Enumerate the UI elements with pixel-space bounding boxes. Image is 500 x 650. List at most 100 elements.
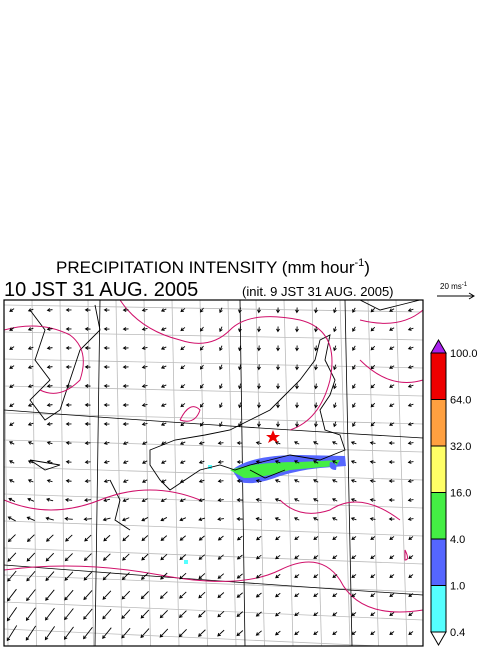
wind-arrow: [275, 592, 281, 598]
wind-arrow: [407, 441, 414, 445]
wind-arrow: [293, 517, 300, 521]
wind-arrow: [295, 326, 299, 333]
wind-arrow: [26, 552, 36, 562]
wind-arrow: [27, 497, 35, 502]
wind-arrow: [103, 553, 111, 561]
wind-arrow: [276, 326, 280, 333]
wind-arrow: [46, 460, 53, 464]
colorbar-segment: [430, 352, 447, 400]
wind-arrow: [294, 631, 300, 636]
wind-arrow: [198, 441, 205, 445]
wind-arrow: [370, 555, 376, 560]
wind-arrow: [276, 402, 280, 409]
grid-line: [4, 300, 9, 646]
wind-arrow: [238, 364, 242, 371]
wind-arrow: [160, 517, 168, 522]
wind-arrow: [84, 460, 91, 464]
wind-arrow: [331, 479, 338, 483]
wind-arrow: [333, 307, 337, 314]
wind-arrow: [217, 629, 225, 637]
wind-arrow: [65, 384, 72, 388]
wind-arrow: [389, 631, 395, 636]
wind-arrow: [141, 572, 149, 580]
wind-arrow: [236, 460, 243, 464]
wind-arrow: [370, 307, 376, 313]
wind-arrow: [103, 308, 110, 312]
wind-arrow: [122, 498, 129, 503]
wind-arrow: [238, 326, 242, 333]
wind-arrow: [255, 517, 262, 521]
wind-arrow: [295, 364, 299, 371]
grid-line: [227, 300, 237, 646]
wind-arrow: [9, 403, 15, 407]
grid-line: [367, 300, 379, 646]
wind-arrow: [65, 308, 72, 312]
wind-arrow: [388, 479, 395, 483]
wind-arrow: [46, 346, 53, 350]
wind-arrow: [294, 612, 300, 617]
wind-arrow: [160, 365, 167, 369]
wind-arrow: [313, 612, 319, 617]
wind-arrow: [370, 574, 376, 579]
wind-arrow: [293, 479, 300, 483]
wind-arrow: [389, 422, 395, 426]
wind-arrow: [407, 422, 414, 426]
colorbar-under: [430, 631, 447, 647]
wind-arrow: [255, 479, 262, 483]
wind-arrow: [7, 588, 17, 602]
wind-arrow: [9, 384, 15, 388]
wind-arrow: [389, 574, 395, 579]
wind-arrow: [46, 365, 53, 369]
wind-arrow: [122, 327, 129, 331]
grid-line: [171, 300, 180, 646]
wind-arrow: [217, 479, 224, 483]
wind-arrow: [27, 460, 34, 464]
wind-arrow: [350, 517, 357, 521]
wind-arrow: [160, 572, 168, 580]
wind-arrow: [313, 631, 319, 636]
wind-arrow: [351, 593, 357, 598]
wind-arrow: [121, 590, 131, 600]
wind-arrow: [179, 460, 186, 464]
wind-arrow: [9, 365, 15, 369]
wind-arrow: [314, 345, 318, 352]
wind-arrow: [257, 421, 261, 428]
wind-arrow: [25, 607, 36, 621]
wind-arrow: [408, 593, 414, 598]
colorbar-label: 4.0: [450, 534, 465, 546]
wind-arrow: [45, 516, 54, 521]
wind-arrow: [9, 460, 15, 464]
wind-arrow: [314, 421, 318, 428]
wind-arrow: [295, 421, 299, 428]
grid-line: [4, 601, 423, 621]
scale-sup: -1: [462, 282, 468, 288]
colorbar-label: 32.0: [450, 441, 471, 453]
wind-arrow: [350, 460, 357, 464]
wind-arrow: [332, 593, 338, 598]
precip-blue-2: [329, 462, 337, 470]
wind-arrow: [84, 403, 91, 407]
wind-arrow: [7, 534, 16, 543]
wind-arrow: [388, 441, 395, 445]
wind-arrow: [238, 421, 242, 428]
wind-arrow: [333, 421, 337, 428]
wind-arrow: [407, 498, 414, 502]
wind-arrow: [65, 460, 72, 464]
wind-arrow: [350, 498, 357, 502]
wind-arrow: [46, 441, 53, 445]
colorbar-label: 16.0: [450, 488, 471, 500]
wind-arrow: [255, 630, 262, 636]
wind-arrow: [141, 498, 148, 502]
wind-arrow: [275, 536, 281, 541]
wind-arrow: [141, 422, 148, 426]
wind-arrow: [198, 517, 206, 522]
wind-arrow: [352, 421, 356, 427]
wind-arrow: [161, 460, 167, 464]
title-sup: -1: [355, 257, 365, 269]
wind-arrow: [352, 345, 356, 351]
wind-arrow: [313, 460, 319, 464]
wind-arrow: [199, 326, 204, 332]
wind-arrow: [179, 535, 186, 541]
wind-arrow: [65, 403, 72, 407]
wind-arrow: [103, 441, 110, 445]
